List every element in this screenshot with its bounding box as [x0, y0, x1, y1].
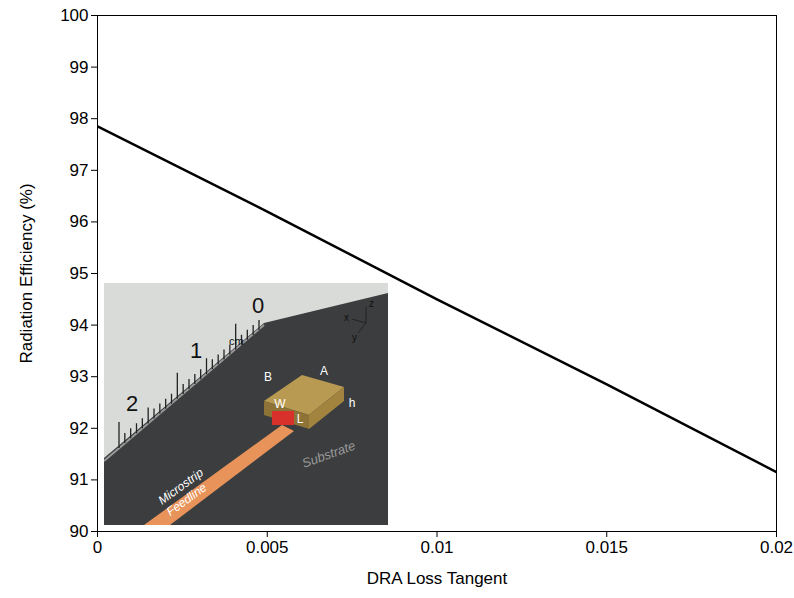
- svg-text:cm: cm: [229, 335, 244, 347]
- svg-text:h: h: [349, 396, 356, 410]
- svg-text:z: z: [369, 298, 374, 309]
- svg-text:0.02: 0.02: [760, 538, 793, 557]
- svg-text:B: B: [264, 370, 272, 384]
- svg-text:A: A: [320, 364, 328, 378]
- svg-text:95: 95: [70, 264, 89, 283]
- svg-text:x: x: [344, 312, 349, 323]
- svg-text:0: 0: [252, 293, 264, 318]
- svg-text:96: 96: [70, 212, 89, 231]
- svg-text:Substrate: Substrate: [300, 438, 357, 471]
- svg-text:93: 93: [70, 367, 89, 386]
- svg-text:90: 90: [70, 522, 89, 541]
- svg-text:98: 98: [70, 109, 89, 128]
- svg-text:94: 94: [70, 316, 89, 335]
- svg-text:DRA Loss Tangent: DRA Loss Tangent: [367, 569, 508, 588]
- svg-text:y: y: [352, 332, 357, 343]
- svg-text:91: 91: [70, 470, 89, 489]
- svg-text:0.015: 0.015: [585, 538, 628, 557]
- svg-text:1: 1: [190, 338, 202, 363]
- svg-text:W: W: [274, 397, 286, 411]
- svg-text:L: L: [297, 412, 304, 426]
- svg-text:97: 97: [70, 161, 89, 180]
- svg-text:0: 0: [93, 538, 102, 557]
- svg-text:0.005: 0.005: [246, 538, 289, 557]
- svg-text:92: 92: [70, 419, 89, 438]
- svg-text:100: 100: [60, 6, 88, 25]
- svg-text:MicrostripFeedline: MicrostripFeedline: [156, 465, 215, 518]
- svg-text:99: 99: [70, 58, 89, 77]
- svg-text:2: 2: [126, 391, 138, 416]
- svg-text:Radiation Efficiency (%): Radiation Efficiency (%): [17, 183, 36, 363]
- svg-text:0.01: 0.01: [420, 538, 453, 557]
